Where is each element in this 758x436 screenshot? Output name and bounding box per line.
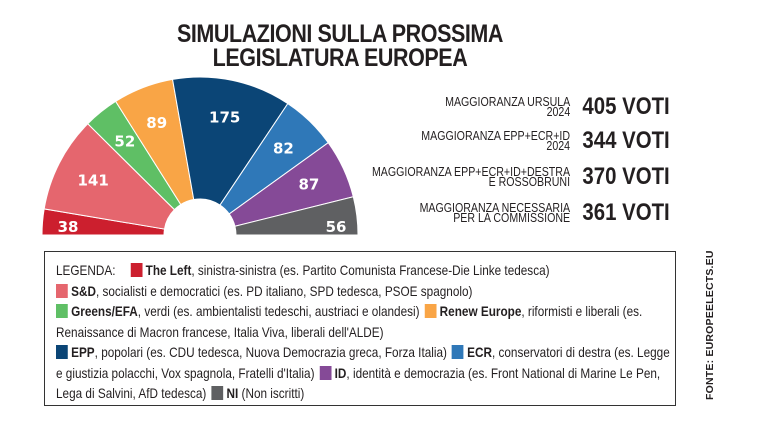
legend-party-name: The Left xyxy=(145,262,192,278)
segment-s-d xyxy=(43,123,176,230)
majority-label-line1: MAGGIORANZA URSULA xyxy=(444,95,570,109)
title-line-2: LEGISLATURA EUROPEA xyxy=(212,44,468,72)
majority-label: MAGGIORANZA EPP+ECR+ID+DESTRA E ROSSOBRUN… xyxy=(371,165,570,189)
legend-swatch xyxy=(56,304,68,318)
legend-party-description: , conservatori di destra (es. Legge e gi… xyxy=(56,344,670,381)
legend-party-name: NI xyxy=(226,385,239,401)
legend-item: ID, identità e democrazia (es. Front Nat… xyxy=(56,365,660,402)
legend-party-description: , popolari (es. CDU tedesca, Nuova Democ… xyxy=(94,344,447,360)
legend-party-name: Greens/EFA xyxy=(71,303,138,319)
majority-label-line2: 2024 xyxy=(546,139,570,153)
legend-item: S&D, socialisti e democratici (es. PD it… xyxy=(56,283,472,299)
legend-party-description: (Non iscritti) xyxy=(238,385,305,401)
majority-label: MAGGIORANZA NECESSARIA PER LA COMMISSIONE xyxy=(419,201,570,225)
majority-row: MAGGIORANZA URSULA 2024 405 VOTI xyxy=(330,93,670,127)
legend-party-description: , sinistra-sinistra (es. Partito Comunis… xyxy=(191,262,550,278)
data-label: 38 xyxy=(58,218,79,236)
legend-party-description: , riformisti e liberali (es. Renaissance… xyxy=(56,303,643,340)
legend-party-description: , verdi (es. ambientalisti tedeschi, aus… xyxy=(137,303,420,319)
legend-item: Greens/EFA, verdi (es. ambientalisti ted… xyxy=(56,303,420,319)
legend-heading: LEGENDA: xyxy=(56,262,119,278)
legend-party-name: S&D xyxy=(71,282,96,299)
legend-party-name: ID xyxy=(334,364,347,381)
majority-votes: 405 VOTI xyxy=(582,93,670,120)
legend-party-description: , socialisti e democratici (es. PD itali… xyxy=(95,282,473,299)
source-credit: FONTE: EUROPEELECTS.EU xyxy=(704,250,716,400)
data-label: 175 xyxy=(209,108,240,126)
legend: LEGENDA: The Left, sinistra-sinistra (es… xyxy=(44,251,676,406)
data-label: 141 xyxy=(77,171,108,189)
majority-row: MAGGIORANZA NECESSARIA PER LA COMMISSIONE… xyxy=(330,199,670,233)
legend-swatch xyxy=(451,345,464,359)
legend-item: NI (Non iscritti) xyxy=(206,385,304,401)
legend-swatch xyxy=(56,345,68,359)
legend-party-description: , identità e democrazia (es. Front Natio… xyxy=(56,364,661,402)
legend-item: The Left, sinistra-sinistra (es. Partito… xyxy=(125,262,550,278)
data-label: 52 xyxy=(114,132,135,150)
legend-swatch xyxy=(319,365,332,380)
majority-label-line1: MAGGIORANZA NECESSARIA xyxy=(419,201,570,215)
segment-epp xyxy=(171,76,289,206)
title-line-1: SIMULAZIONI SULLA PROSSIMA xyxy=(176,20,504,48)
legend-swatch xyxy=(56,283,68,298)
majority-votes: 370 VOTI xyxy=(582,163,670,190)
majority-label: MAGGIORANZA EPP+ECR+ID 2024 xyxy=(421,129,570,153)
data-label: 56 xyxy=(326,218,347,236)
legend-swatch xyxy=(424,304,437,318)
majority-votes: 361 VOTI xyxy=(582,199,670,226)
legend-item: ECR, conservatori di destra (es. Legge e… xyxy=(56,344,670,381)
legend-item: EPP, popolari (es. CDU tedesca, Nuova De… xyxy=(56,344,447,360)
legend-item: Renew Europe, riformisti e liberali (es.… xyxy=(56,303,642,340)
majority-label-line1: MAGGIORANZA EPP+ECR+ID+DESTRA xyxy=(371,165,570,179)
majority-label-line2: PER LA COMMISSIONE xyxy=(453,211,570,225)
majority-label: MAGGIORANZA URSULA 2024 xyxy=(444,95,570,119)
data-label: 82 xyxy=(273,140,294,158)
legend-swatch xyxy=(130,263,143,277)
legend-party-name: ECR xyxy=(467,344,492,360)
data-label: 87 xyxy=(299,175,320,193)
legend-party-name: EPP xyxy=(71,344,95,360)
majority-votes: 344 VOTI xyxy=(582,127,670,154)
majority-row: MAGGIORANZA EPP+ECR+ID+DESTRA E ROSSOBRUN… xyxy=(330,163,670,197)
chart-title: SIMULAZIONI SULLA PROSSIMA LEGISLATURA E… xyxy=(176,20,504,72)
hemicycle-chart: 38 141 52 89 175 82 87 56 xyxy=(41,76,359,236)
majority-label-line2: E ROSSOBRUNI xyxy=(488,175,570,189)
legend-swatch xyxy=(211,386,224,400)
majority-label-line1: MAGGIORANZA EPP+ECR+ID xyxy=(421,129,570,143)
segment-ni xyxy=(234,196,359,236)
majority-label-line2: 2024 xyxy=(546,105,570,119)
legend-party-name: Renew Europe xyxy=(439,303,522,319)
majority-row: MAGGIORANZA EPP+ECR+ID 2024 344 VOTI xyxy=(330,127,670,161)
data-label: 89 xyxy=(146,114,167,132)
